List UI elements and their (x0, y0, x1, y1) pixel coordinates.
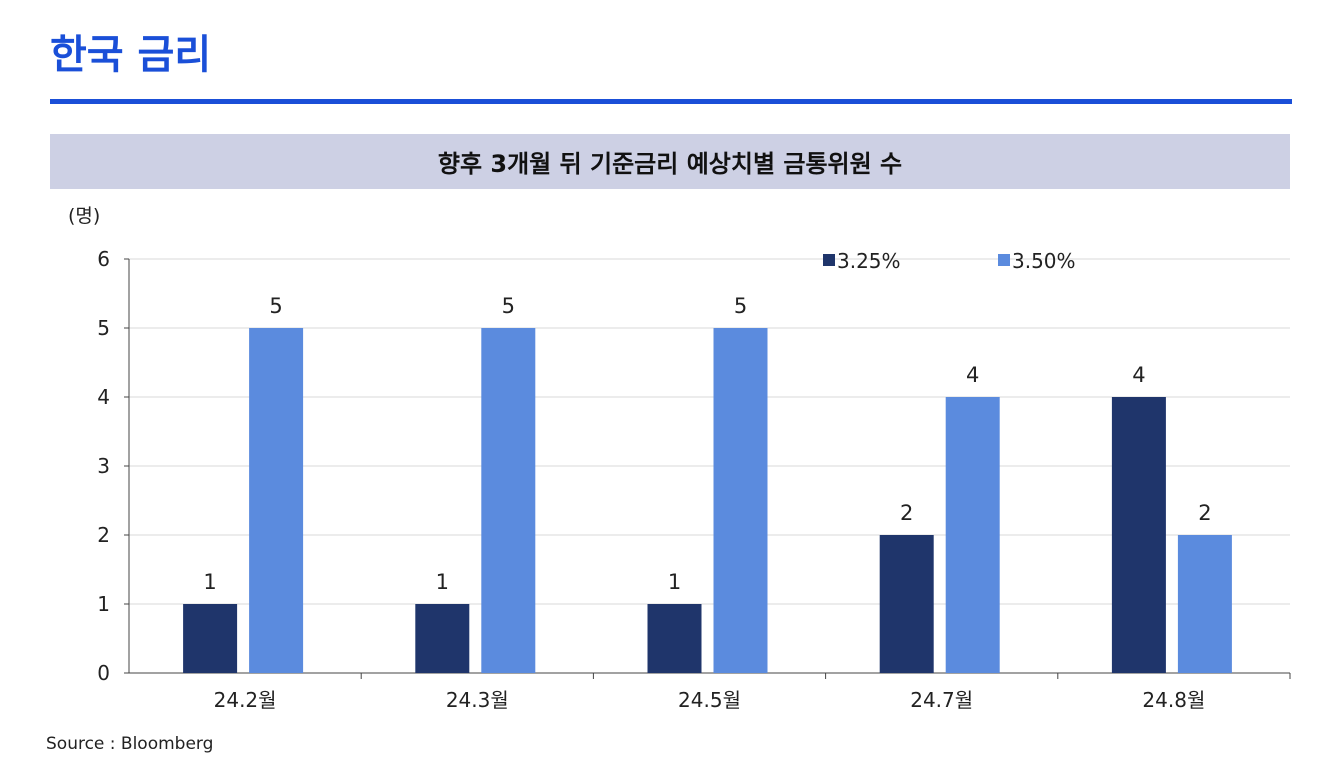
data-label: 1 (436, 570, 449, 594)
x-tick-label: 24.7월 (910, 688, 973, 712)
page-title: 한국 금리 (50, 32, 212, 78)
y-tick-label: 4 (97, 385, 110, 409)
x-tick-label: 24.8월 (1142, 688, 1205, 712)
data-label: 1 (203, 570, 216, 594)
legend-label: 3.50% (1012, 249, 1076, 273)
legend-label: 3.25% (837, 249, 901, 273)
x-tick-label: 24.2월 (214, 688, 277, 712)
y-tick-label: 2 (97, 523, 110, 547)
bar (415, 604, 470, 673)
bar (713, 328, 768, 673)
data-label: 2 (1198, 501, 1211, 525)
legend-swatch (823, 254, 835, 266)
data-label: 4 (1132, 363, 1145, 387)
bar (249, 328, 304, 673)
data-label: 4 (966, 363, 979, 387)
bar (481, 328, 536, 673)
source-note: Source : Bloomberg (46, 734, 214, 754)
y-tick-label: 5 (97, 316, 110, 340)
bar (945, 397, 1000, 673)
y-tick-label: 3 (97, 454, 110, 478)
data-label: 2 (900, 501, 913, 525)
bar (879, 535, 934, 673)
bar (1111, 397, 1166, 673)
bar (1177, 535, 1232, 673)
x-tick-label: 24.5월 (678, 688, 741, 712)
legend-swatch (998, 254, 1010, 266)
y-axis-unit: (명) (68, 205, 100, 227)
chart-title: 향후 3개월 뒤 기준금리 예상치별 금통위원 수 (50, 134, 1290, 189)
data-label: 1 (668, 570, 681, 594)
y-tick-label: 6 (97, 247, 110, 271)
data-label: 5 (502, 294, 515, 318)
y-tick-label: 1 (97, 592, 110, 616)
data-label: 5 (734, 294, 747, 318)
y-tick-label: 0 (97, 661, 110, 685)
x-tick-label: 24.3월 (446, 688, 509, 712)
bar (647, 604, 702, 673)
bar (183, 604, 238, 673)
title-divider (50, 99, 1292, 104)
data-label: 5 (269, 294, 282, 318)
